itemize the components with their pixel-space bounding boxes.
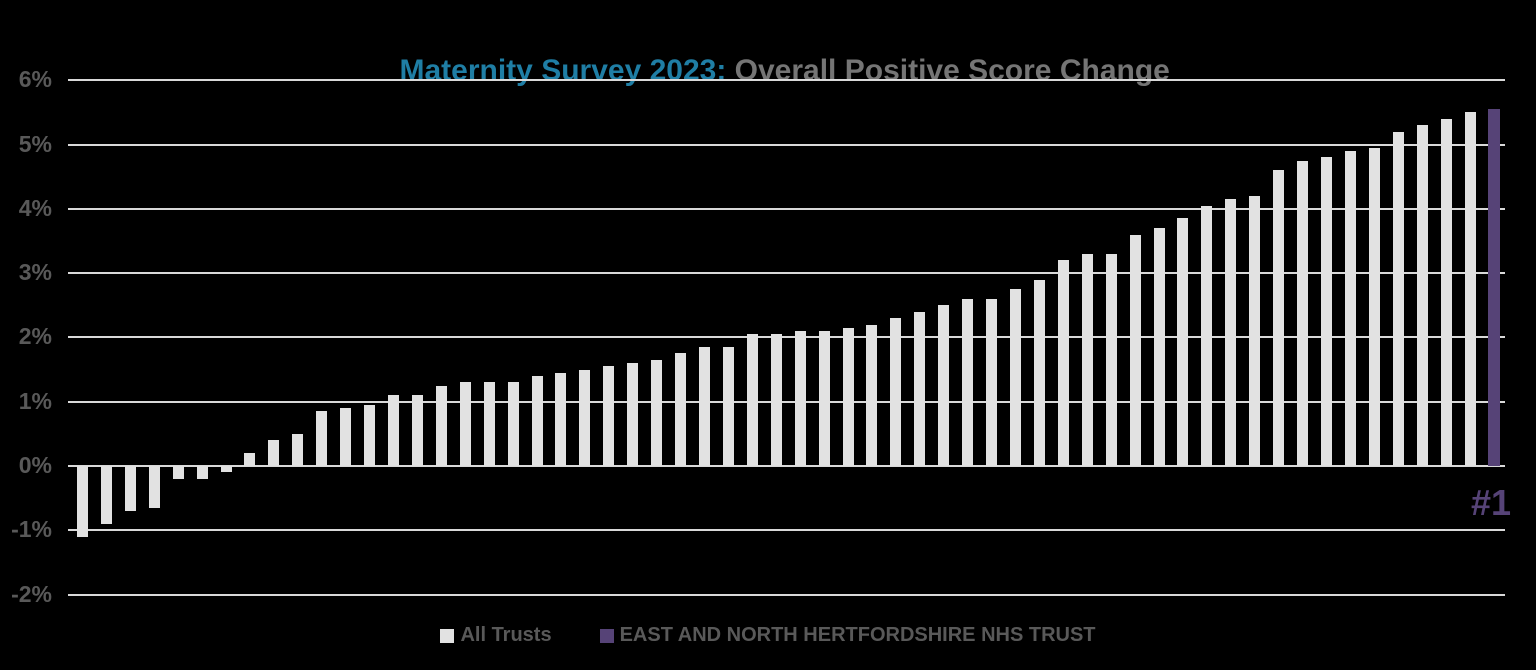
bar-all-trusts: [1464, 112, 1476, 466]
bar-east-and-north-hertfordshire-nhs-trust: [1488, 109, 1500, 466]
bar-all-trusts: [459, 382, 471, 466]
y-axis-tick-label: 2%: [18, 323, 52, 350]
bar-all-trusts: [770, 334, 782, 466]
bar-all-trusts: [699, 347, 711, 466]
bar-all-trusts: [722, 347, 734, 466]
chart-title: Maternity Survey 2023: Overall Positive …: [0, 20, 1536, 122]
legend-label-highlight-trust: EAST AND NORTH HERTFORDSHIRE NHS TRUST: [619, 624, 1096, 646]
y-axis-tick-label: 5%: [18, 130, 52, 157]
bar-all-trusts: [890, 318, 902, 466]
bar-all-trusts: [1344, 150, 1356, 466]
gridline-2%: [68, 336, 1505, 339]
bar-all-trusts: [1010, 289, 1022, 466]
bar-all-trusts: [938, 305, 950, 466]
gridline--2%: [68, 593, 1505, 596]
bar-all-trusts: [603, 366, 615, 466]
bar-all-trusts: [818, 330, 830, 466]
bar-all-trusts: [1129, 234, 1141, 466]
bar-all-trusts: [124, 466, 136, 511]
bar-all-trusts: [1368, 147, 1380, 466]
y-axis-tick-label: 3%: [18, 259, 52, 286]
bar-all-trusts: [1105, 253, 1117, 466]
bar-all-trusts: [746, 334, 758, 466]
bar-all-trusts: [340, 408, 352, 466]
y-axis-tick-label: -1%: [11, 516, 52, 543]
bar-all-trusts: [1249, 195, 1261, 466]
bar-all-trusts: [1440, 118, 1452, 466]
bar-all-trusts: [627, 363, 639, 466]
y-axis-tick-label: 4%: [18, 194, 52, 221]
bar-all-trusts: [1153, 228, 1165, 466]
legend-item-all-trusts: All Trusts: [440, 624, 552, 647]
bar-all-trusts: [1273, 170, 1285, 466]
bar-all-trusts: [1081, 253, 1093, 466]
bar-all-trusts: [1392, 131, 1404, 466]
bar-all-trusts: [1321, 157, 1333, 466]
chart-title-rest: Overall Positive Score Change: [726, 54, 1170, 87]
bar-all-trusts: [411, 395, 423, 466]
bar-all-trusts: [316, 411, 328, 466]
gridline-0%: [68, 465, 1505, 467]
y-axis-tick-label: 0%: [18, 452, 52, 478]
bar-all-trusts: [1297, 160, 1309, 466]
chart-title-highlight: Maternity Survey 2023:: [399, 54, 727, 87]
bar-all-trusts: [1177, 218, 1189, 466]
bar-all-trusts: [1201, 205, 1213, 466]
y-axis-tick-label: 1%: [18, 387, 52, 414]
highlight-trust-swatch-icon: [599, 628, 614, 643]
gridline-6%: [68, 79, 1505, 82]
bar-all-trusts: [292, 433, 304, 466]
bar-all-trusts: [196, 466, 208, 479]
bar-all-trusts: [507, 382, 519, 466]
gridline-4%: [68, 207, 1505, 210]
bar-all-trusts: [220, 466, 232, 473]
y-axis-tick-label: 6%: [18, 66, 52, 93]
legend-label-all-trusts: All Trusts: [460, 624, 552, 646]
bar-all-trusts: [1033, 279, 1045, 466]
bar-all-trusts: [388, 395, 399, 466]
y-axis-tick-label: -2%: [11, 580, 52, 607]
bar-all-trusts: [77, 466, 88, 537]
bar-all-trusts: [1416, 125, 1428, 466]
bar-all-trusts: [986, 298, 998, 466]
gridline--1%: [68, 529, 1505, 532]
bar-all-trusts: [866, 324, 878, 466]
bar-all-trusts: [1057, 260, 1069, 466]
bar-all-trusts: [364, 404, 376, 466]
bar-all-trusts: [651, 359, 663, 466]
bar-all-trusts: [675, 353, 687, 466]
bar-all-trusts: [244, 453, 256, 466]
bar-all-trusts: [172, 466, 184, 479]
bar-all-trusts: [555, 372, 567, 466]
legend-item-highlight-trust: EAST AND NORTH HERTFORDSHIRE NHS TRUST: [599, 624, 1096, 647]
rank-label: #1: [1470, 482, 1512, 523]
bar-all-trusts: [1225, 199, 1237, 466]
bar-all-trusts: [794, 330, 806, 466]
all-trusts-swatch-icon: [440, 628, 455, 643]
gridline-1%: [68, 400, 1505, 403]
gridline-5%: [68, 143, 1505, 146]
bar-all-trusts: [531, 375, 543, 466]
bar-all-trusts: [268, 440, 280, 466]
bar-all-trusts: [148, 466, 160, 508]
bar-all-trusts: [579, 369, 591, 466]
legend: All Trusts EAST AND NORTH HERTFORDSHIRE …: [0, 624, 1536, 647]
bar-all-trusts: [483, 382, 495, 466]
gridline-3%: [68, 272, 1505, 275]
bar-all-trusts: [962, 298, 974, 466]
bar-all-trusts: [842, 327, 854, 466]
bar-all-trusts: [435, 385, 447, 466]
bar-all-trusts: [100, 466, 112, 524]
bar-all-trusts: [914, 311, 926, 466]
